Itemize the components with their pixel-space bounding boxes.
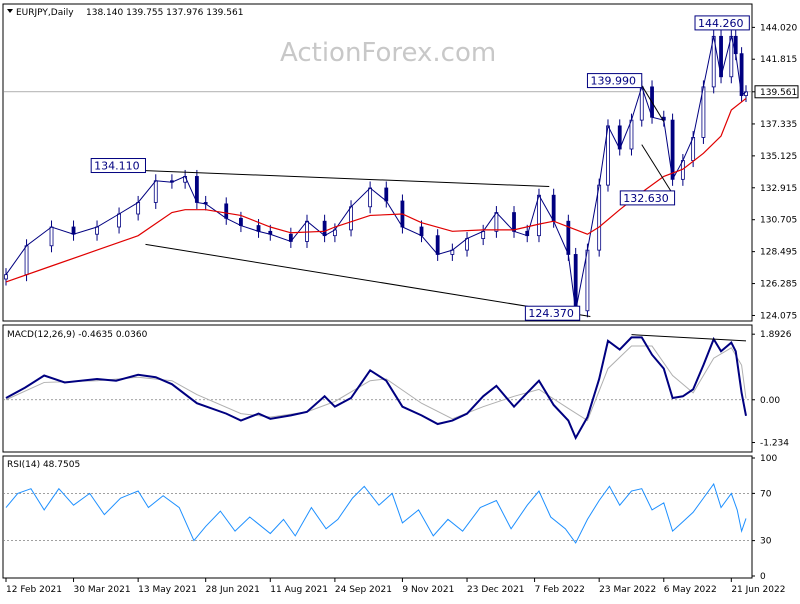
chart-header: EURJPY,Daily 138.140 139.755 137.976 139… [7,8,243,18]
date-tick-label: 21 Jun 2022 [731,585,785,595]
candle-body [435,235,440,255]
annotation-label: 144.260 [698,17,744,30]
price-trendline [145,243,591,318]
axis-labels: 144.020 141.815 139.561 137.335 135.125 132.9… [5,23,799,595]
macd-line [5,336,747,441]
trendlines [145,85,747,342]
price-tick-label: 137.335 [760,120,797,130]
annotation-label: 124.370 [528,307,574,320]
date-tick-label: 7 Feb 2022 [535,585,585,595]
rsi-title: RSI(14) 48.7505 [7,460,80,470]
price-tick-label: 141.815 [760,55,797,65]
candle-body [117,213,121,228]
chevron-down-icon [7,9,13,13]
rsi-panel-frame [2,455,753,579]
candle-body [224,203,229,219]
candle-body [537,194,541,237]
price-tick-label: 144.020 [760,23,797,33]
macd-tick-label: 1.8926 [760,330,792,340]
candle-body [95,226,99,235]
candle-body [384,187,389,202]
price-tick-label: 132.915 [760,184,797,194]
date-tick-label: 13 May 2021 [138,585,197,595]
macd-trendline [631,334,747,342]
macd-tick-label: -1.234 [760,439,789,449]
candle-body [136,202,141,215]
macd-tick-label: 0.00 [760,396,780,406]
annotation-box [524,305,581,321]
grid-lines [3,91,752,541]
price-tick-label: 139.561 [760,88,797,98]
candle-body [629,119,634,150]
last-price-tag [754,85,799,99]
date-tick-label: 24 Sep 2021 [335,585,392,595]
sma-line [5,97,747,283]
price-tick-label: 124.075 [760,311,797,321]
price-annotations: 134.110 139.990 132.630 144.260 124.370 [90,15,750,321]
symbol-label: EURJPY,Daily [16,8,74,18]
candle-body [419,226,424,237]
price-tick-label: 130.705 [760,216,797,226]
annotation-box [586,73,643,89]
rsi-tick-label: 30 [760,537,772,547]
annotation-box [619,190,676,206]
date-tick-label: 9 Nov 2021 [402,585,454,595]
annotation-box [694,15,750,31]
price-panel-frame [2,3,753,322]
price-tick-label: 128.495 [760,248,797,258]
candle-body [4,274,8,280]
ohlc-readout: 138.140 139.755 137.976 139.561 [86,8,243,18]
candle-body [368,187,373,208]
price-tick-label: 135.125 [760,152,797,162]
candle-body [71,226,76,235]
candle-body [494,212,499,232]
date-tick-label: 23 Mar 2022 [599,585,656,595]
date-tick-label: 6 May 2022 [664,585,717,595]
candle-body [153,180,158,203]
price-close-line [5,36,747,311]
annotation-label: 134.110 [94,160,140,173]
date-tick-label: 12 Feb 2021 [6,585,62,595]
candle-body [194,176,199,203]
candle-body [305,220,309,242]
candle-body [24,245,29,276]
rsi-tick-label: 0 [760,572,766,582]
price-trendline [145,170,550,188]
macd-series [5,336,747,441]
macd-title: MACD(12,26,9) -0.4635 0.0360 [7,330,148,340]
candle-body [349,206,353,231]
rsi-line [5,482,747,544]
candle-body [49,226,54,247]
rsi-series [5,482,747,544]
macd-panel-frame [2,324,753,453]
candle-body [512,212,516,232]
date-tick-label: 23 Dec 2021 [467,585,525,595]
candle-body [322,220,327,237]
annotation-box [90,158,146,174]
candle-body [481,230,486,239]
candle-body [465,238,469,251]
candle-body [239,217,243,226]
candle-body [597,184,602,251]
candle-body [585,249,590,312]
price-trendline [641,85,665,122]
date-tick-label: 28 Jun 2021 [206,585,260,595]
date-tick-label: 30 Mar 2021 [74,585,131,595]
rsi-tick-label: 70 [760,489,772,499]
annotation-label: 132.630 [623,192,669,205]
watermark: ActionForex.com [280,38,496,68]
price-trendline [641,144,674,195]
candle-body [551,194,556,222]
date-tick-label: 11 Aug 2021 [270,585,328,595]
annotation-label: 139.990 [590,75,636,88]
price-tick-label: 126.285 [760,280,797,290]
rsi-tick-label: 100 [760,454,777,464]
